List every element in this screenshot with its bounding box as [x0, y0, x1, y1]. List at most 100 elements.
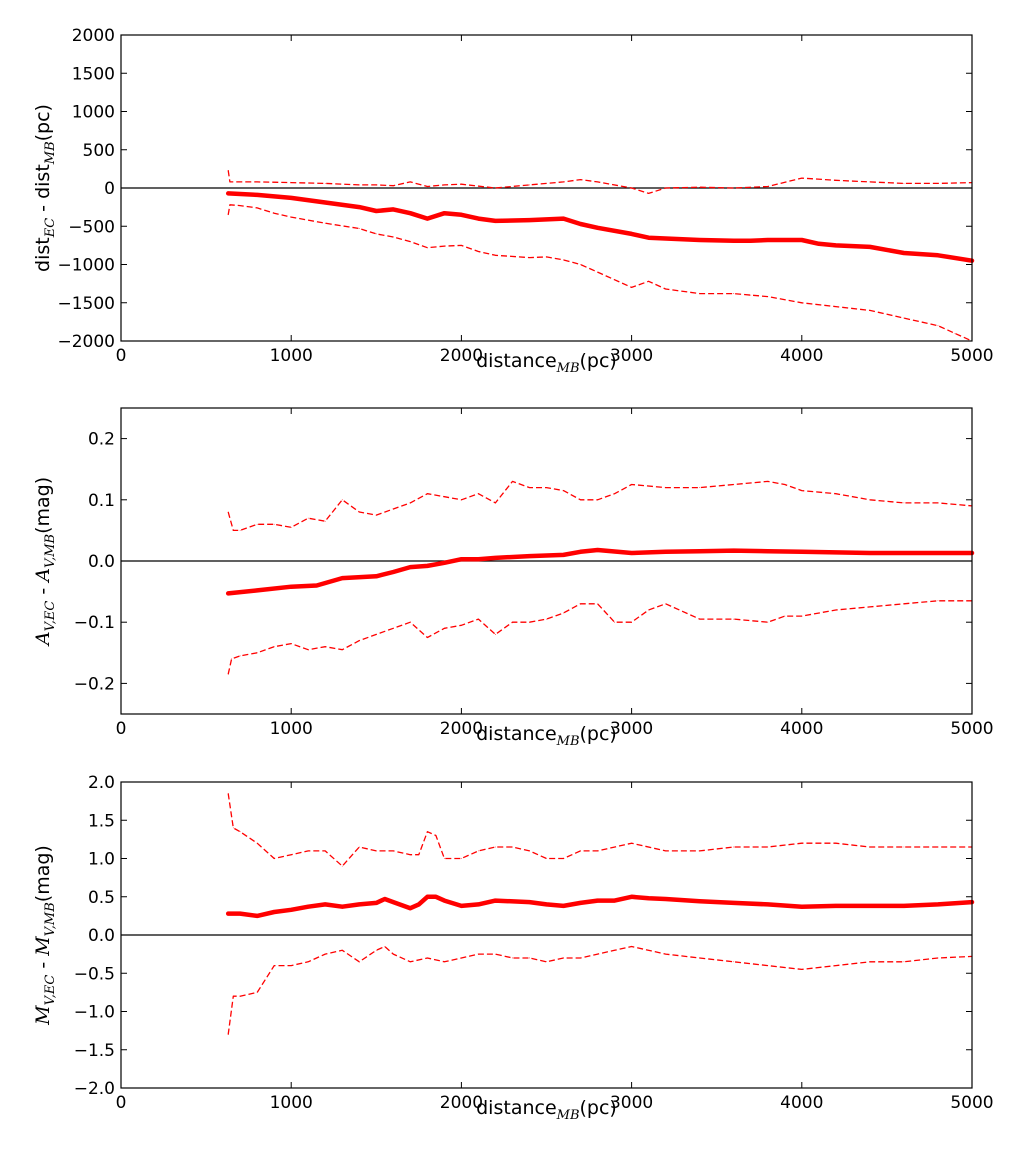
data-point-median	[733, 240, 735, 242]
data-point-upper	[324, 183, 326, 184]
series-median	[225, 191, 975, 263]
data-point-upper	[869, 499, 871, 501]
data-point-lower	[631, 621, 632, 623]
data-point-upper	[392, 185, 394, 187]
data-point-lower	[563, 612, 564, 614]
data-point-lower	[546, 256, 547, 258]
data-point-lower	[937, 600, 939, 602]
data-point-median	[341, 906, 343, 908]
data-point-upper	[767, 846, 769, 848]
data-point-lower	[478, 953, 479, 955]
data-point-median	[426, 565, 428, 567]
data-point-upper	[418, 854, 420, 856]
data-point-upper	[580, 179, 581, 180]
data-point-median	[324, 904, 326, 905]
y-tick-label: −0.2	[74, 674, 115, 694]
data-point-median	[733, 550, 735, 551]
data-point-upper	[665, 487, 667, 488]
data-point-upper	[426, 831, 428, 833]
data-point-upper	[426, 493, 428, 495]
x-tick-label: 3000	[610, 1093, 653, 1113]
data-point-lower	[426, 957, 428, 959]
data-point-median	[597, 227, 598, 229]
y-axis-label: MV,EC - MV,MB(mag)	[32, 845, 58, 1026]
data-point-upper	[324, 850, 326, 852]
data-point-median	[665, 551, 667, 553]
data-point-lower	[392, 236, 394, 238]
data-point-median	[392, 571, 394, 573]
data-point-lower	[307, 649, 309, 651]
data-point-median	[580, 551, 581, 553]
data-point-upper	[409, 854, 411, 856]
data-point-median	[597, 549, 598, 551]
data-point-upper	[937, 183, 939, 184]
data-point-lower	[580, 264, 581, 265]
data-point-lower	[307, 961, 309, 963]
y-axis-label: distEC - distMB(pc)	[32, 104, 58, 272]
data-point-lower	[384, 946, 386, 947]
data-point-upper	[341, 865, 343, 867]
data-point-upper	[409, 502, 411, 504]
data-point-lower	[409, 961, 411, 963]
data-point-lower	[869, 310, 871, 311]
data-point-median	[937, 254, 939, 256]
data-point-median	[256, 915, 258, 917]
data-point-upper	[239, 181, 241, 183]
x-tick-label: 4000	[780, 1093, 823, 1113]
data-point-upper	[227, 170, 229, 171]
x-tick-label: 5000	[950, 346, 993, 366]
data-point-upper	[307, 517, 309, 519]
y-tick-label: 0.0	[88, 552, 115, 572]
data-point-lower	[290, 643, 292, 645]
data-point-lower	[341, 949, 343, 951]
x-tick-label: 2000	[440, 1093, 483, 1113]
data-point-median	[631, 896, 632, 898]
data-point-median	[495, 900, 496, 901]
data-point-upper	[256, 842, 258, 844]
data-point-median	[767, 239, 769, 241]
data-point-median	[495, 220, 496, 222]
data-point-lower	[529, 957, 530, 959]
data-point-upper	[461, 183, 462, 185]
panel-dist-residual: 0 1000 2000 3000 4000 5000−2000−1500−1000−500…	[32, 26, 994, 376]
x-tick-label: 3000	[610, 719, 653, 739]
y-tick-label: −1.5	[74, 1041, 115, 1061]
data-point-upper	[392, 508, 394, 510]
panel-mv-residual: 0 1000 2000 3000 4000 5000 −2.0 −1.5 −1.0 −0.5 0.0…	[32, 773, 994, 1123]
y-tick-label: −0.5	[74, 964, 115, 984]
data-point-lower	[699, 293, 701, 294]
data-point-median	[256, 194, 258, 196]
data-point-median	[375, 575, 377, 577]
data-point-upper	[869, 181, 871, 183]
data-point-lower	[239, 205, 241, 206]
series-lower	[227, 204, 973, 342]
y-axis-label: AV,EC - AV,MB(mag)	[32, 477, 58, 647]
data-point-upper	[784, 484, 786, 485]
data-point-median	[903, 552, 905, 554]
data-point-median	[733, 902, 735, 904]
data-point-upper	[631, 842, 632, 844]
data-point-lower	[443, 627, 445, 629]
data-point-lower	[563, 259, 564, 261]
data-point-upper	[580, 499, 581, 501]
data-point-upper	[648, 192, 650, 194]
y-tick-label: −2000	[57, 332, 115, 352]
panel-av-residual: 0 1000 2000 3000 4000 5000 −0.2 −0.1 0.0 0.1 0.2 di…	[32, 407, 994, 749]
data-point-upper	[699, 487, 701, 488]
x-tick-label: 0	[116, 1093, 127, 1113]
data-point-median	[341, 577, 343, 579]
y-tick-label: −0.1	[74, 613, 115, 633]
data-point-lower	[443, 245, 445, 247]
x-axis-label: distanceMB(pc)	[476, 1097, 617, 1123]
data-point-upper	[733, 846, 735, 848]
data-point-upper	[256, 181, 258, 183]
data-point-median	[529, 219, 530, 221]
data-point-median	[937, 552, 939, 554]
data-point-upper	[835, 842, 837, 844]
y-tick-label: 500	[83, 141, 115, 161]
data-point-upper	[229, 181, 231, 183]
data-point-lower	[580, 957, 581, 959]
data-point-median	[750, 240, 752, 242]
data-point-upper	[232, 827, 234, 829]
data-point-lower	[239, 655, 241, 657]
